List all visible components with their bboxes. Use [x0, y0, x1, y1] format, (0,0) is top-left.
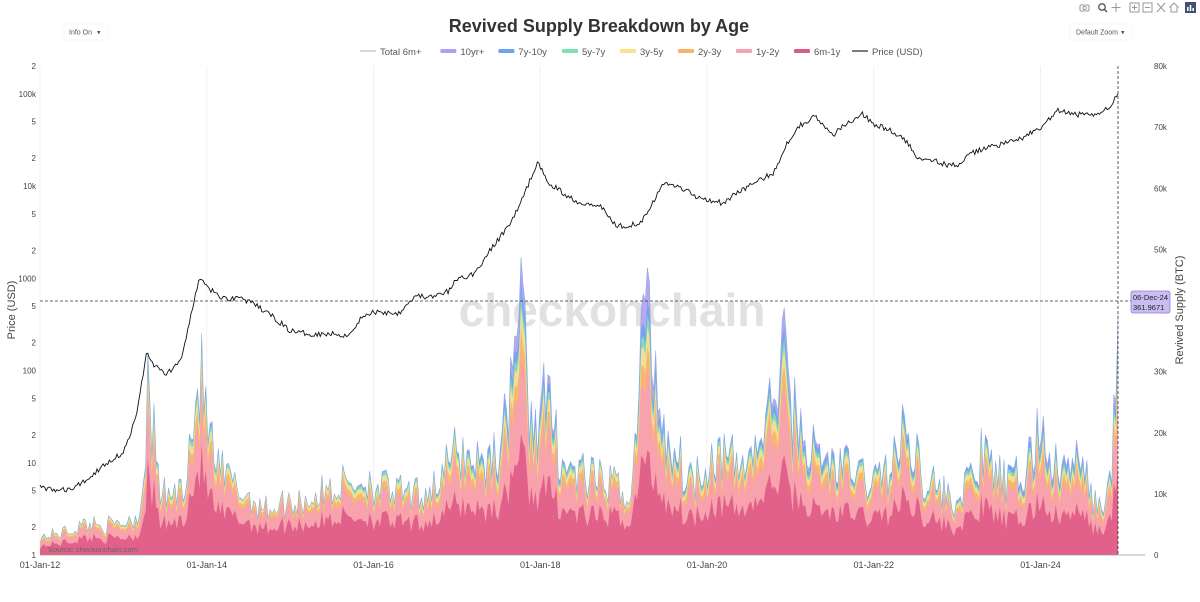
- autoscale-icon[interactable]: [1156, 2, 1166, 13]
- price-line: [39, 93, 1119, 493]
- y-left-tick-label: 10k: [23, 182, 37, 191]
- legend-item-3y-5y: 3y-5y: [620, 47, 663, 58]
- y-left-tick-label: 5: [32, 487, 37, 496]
- legend-swatch: [794, 49, 810, 53]
- y-left-tick-label: 5: [32, 302, 37, 311]
- legend-swatch: [562, 49, 578, 53]
- zoom-select[interactable]: Default Zoom ▾: [1069, 23, 1133, 41]
- legend-label: 10yr+: [460, 47, 484, 58]
- y-right-tick-label: 20k: [1154, 429, 1168, 438]
- y-right-tick-label: 0: [1154, 551, 1159, 560]
- hover-value: 361.9671: [1133, 303, 1164, 312]
- y-left-tick-label: 2: [32, 246, 37, 255]
- y-axis-right-label: Revived Supply (BTC): [1174, 256, 1186, 365]
- chevron-down-icon: ▾: [97, 30, 101, 37]
- y-left-tick-label: 2: [32, 62, 37, 71]
- y-right-tick-label: 50k: [1154, 245, 1168, 254]
- legend-label: 2y-3y: [698, 47, 721, 58]
- info-toggle[interactable]: Info On ▾: [63, 23, 109, 41]
- camera-icon[interactable]: [1079, 4, 1090, 12]
- legend-label: Price (USD): [872, 47, 923, 58]
- y-left-tick-label: 2: [32, 431, 37, 440]
- zoom-out-icon[interactable]: [1142, 2, 1153, 13]
- hover-label: 06-Dec-24 361.9671: [1130, 290, 1171, 314]
- legend-swatch: [736, 49, 752, 53]
- y-left-tick-label: 1000: [18, 274, 36, 283]
- y-right-tick-label: 70k: [1154, 123, 1168, 132]
- legend-item-6m-1y: 6m-1y: [794, 47, 841, 58]
- zoom-in-icon[interactable]: [1129, 2, 1140, 13]
- y-left-tick-label: 2: [32, 154, 37, 163]
- legend-label: Total 6m+: [380, 47, 422, 58]
- legend-label: 7y-10y: [518, 47, 547, 58]
- legend-swatch: [440, 49, 457, 53]
- x-axis: 01-Jan-12 01-Jan-14 01-Jan-16 01-Jan-18 01-J…: [20, 560, 1061, 570]
- legend-item-price-usd-: Price (USD): [852, 47, 923, 58]
- legend-item-2y-3y: 2y-3y: [678, 47, 721, 58]
- total-6m-plus-line: [39, 256, 1119, 544]
- x-tick-label: 01-Jan-16: [353, 560, 394, 570]
- hover-label-box: [1130, 290, 1171, 314]
- legend-item-10yr-: 10yr+: [440, 47, 485, 58]
- y-left-tick-label: 5: [32, 210, 37, 219]
- toolbar: [1079, 2, 1196, 13]
- legend-swatch: [678, 49, 694, 53]
- legend-swatch: [620, 49, 636, 53]
- x-tick-label: 01-Jan-14: [186, 560, 227, 570]
- x-tick-label: 01-Jan-12: [20, 560, 61, 570]
- legend-label: 1y-2y: [756, 47, 779, 58]
- y-right-tick-label: 30k: [1154, 368, 1168, 377]
- legend-item-7y-10y: 7y-10y: [498, 47, 547, 58]
- x-tick-label: 01-Jan-24: [1020, 560, 1061, 570]
- logo-icon[interactable]: [1185, 2, 1196, 13]
- legend-item-5y-7y: 5y-7y: [562, 47, 605, 58]
- y-left-tick-label: 100k: [19, 90, 37, 99]
- price-series: [39, 93, 1119, 493]
- chevron-down-icon: ▾: [1121, 30, 1125, 37]
- zoom-icon[interactable]: [1098, 3, 1108, 13]
- y-left-tick-label: 1: [32, 551, 37, 560]
- y-right-tick-label: 80k: [1154, 62, 1168, 71]
- legend-item-1y-2y: 1y-2y: [736, 47, 779, 58]
- home-icon[interactable]: [1169, 2, 1179, 13]
- x-tick-label: 01-Jan-20: [687, 560, 728, 570]
- y-right-tick-label: 10k: [1154, 490, 1168, 499]
- legend: Total 6m+ 10yr+ 7y-10y 5y-7y 3y-5y 2y-3y 1y-2y…: [360, 47, 923, 58]
- legend-label: 3y-5y: [640, 47, 663, 58]
- area-6m-1y: [40, 433, 1118, 555]
- hover-marker: [40, 66, 1131, 555]
- watermark: checkonchain: [459, 284, 766, 336]
- x-tick-label: 01-Jan-18: [520, 560, 561, 570]
- legend-label: 6m-1y: [814, 47, 841, 58]
- y-right-tick-label: 60k: [1154, 184, 1168, 193]
- y-left-tick-label: 10: [27, 459, 36, 468]
- hover-date: 06-Dec-24: [1133, 293, 1168, 302]
- y-left-tick-label: 100: [23, 367, 37, 376]
- y-axis-left-label: Price (USD): [6, 281, 18, 340]
- y-left-tick-label: 2: [32, 523, 37, 532]
- y-left-tick-label: 5: [32, 118, 37, 127]
- y-axis-left: 1 2 5 10 2 5 100 2 5 1000 2 5 10k 2 5 100k 2: [18, 62, 37, 560]
- x-tick-label: 01-Jan-22: [853, 560, 894, 570]
- legend-label: 5y-7y: [582, 47, 605, 58]
- revived-supply-areas: [39, 256, 1119, 555]
- legend-swatch: [498, 49, 515, 53]
- y-left-tick-label: 5: [32, 394, 37, 403]
- info-toggle-label: Info On: [69, 30, 92, 37]
- source-note: Source: checkonchain.com: [48, 545, 138, 554]
- pan-icon[interactable]: [1111, 3, 1121, 12]
- y-left-tick-label: 2: [32, 339, 37, 348]
- chart-title: Revived Supply Breakdown by Age: [449, 16, 749, 36]
- legend-item-total-6m-: Total 6m+: [360, 47, 422, 58]
- zoom-select-label: Default Zoom: [1076, 30, 1118, 37]
